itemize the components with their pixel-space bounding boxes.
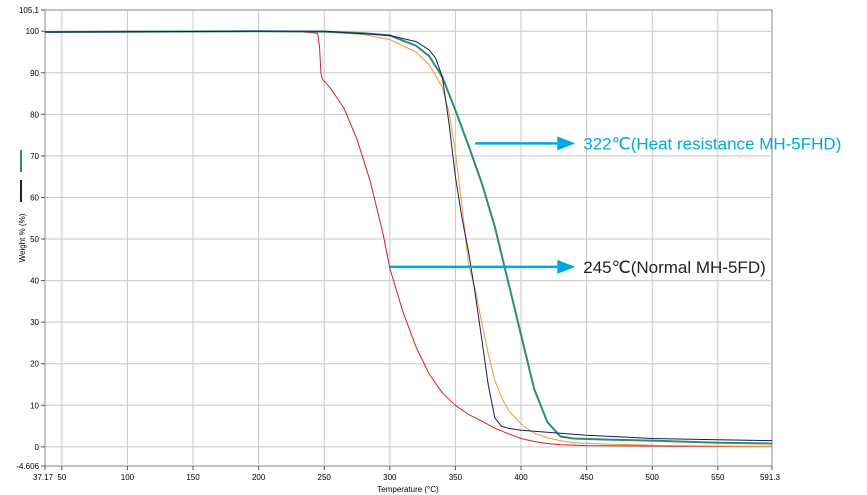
annotation-arrow-head	[557, 259, 576, 274]
series-line	[44, 30, 773, 447]
y-tick-label: 20	[30, 360, 39, 369]
y-tick-label: 80	[30, 110, 39, 119]
x-tick-label: 100	[121, 473, 135, 482]
x-tick-label: 200	[252, 473, 266, 482]
plot-frame	[44, 9, 773, 467]
annotation-label: 322℃(Heat resistance MH-5FHD)	[583, 134, 841, 153]
y-tick-label: 40	[30, 277, 39, 286]
y-tick-label: -4.606	[16, 462, 39, 471]
y-tick-label: 10	[30, 401, 39, 410]
x-tick-label: 350	[449, 473, 463, 482]
annotation-label: 245℃(Normal MH-5FD)	[583, 258, 766, 277]
y-tick-label: 105.1	[19, 6, 40, 15]
x-tick-label: 591.3	[760, 473, 781, 482]
y-tick-label: 100	[26, 27, 40, 36]
y-tick-label: 30	[30, 318, 39, 327]
x-tick-label: 37.17	[33, 473, 54, 482]
y-tick-label: 60	[30, 193, 39, 202]
y-tick-label: 50	[30, 235, 39, 244]
annotation-arrow-head	[557, 136, 576, 151]
annotations: 322℃(Heat resistance MH-5FHD) 245℃(Normal…	[389, 134, 841, 277]
x-tick-label: 250	[318, 473, 332, 482]
y-tick-label: 70	[30, 152, 39, 161]
series-group	[44, 30, 773, 447]
x-tick-label: 450	[580, 473, 594, 482]
x-tick-label: 50	[57, 473, 66, 482]
y-tick-label: 0	[35, 443, 40, 452]
x-axis-ticks: 37.17 50 100 150 200 250 300 350 400 450 500 550 591…	[33, 466, 781, 482]
y-axis-title: Weight % (%)	[18, 213, 27, 262]
x-tick-label: 300	[383, 473, 397, 482]
x-tick-label: 400	[514, 473, 528, 482]
series-line	[44, 30, 773, 442]
x-tick-label: 150	[186, 473, 200, 482]
x-tick-label: 500	[646, 473, 660, 482]
x-tick-label: 550	[711, 473, 725, 482]
x-axis-title: Temperature (°C)	[377, 485, 439, 494]
y-tick-label: 90	[30, 69, 39, 78]
